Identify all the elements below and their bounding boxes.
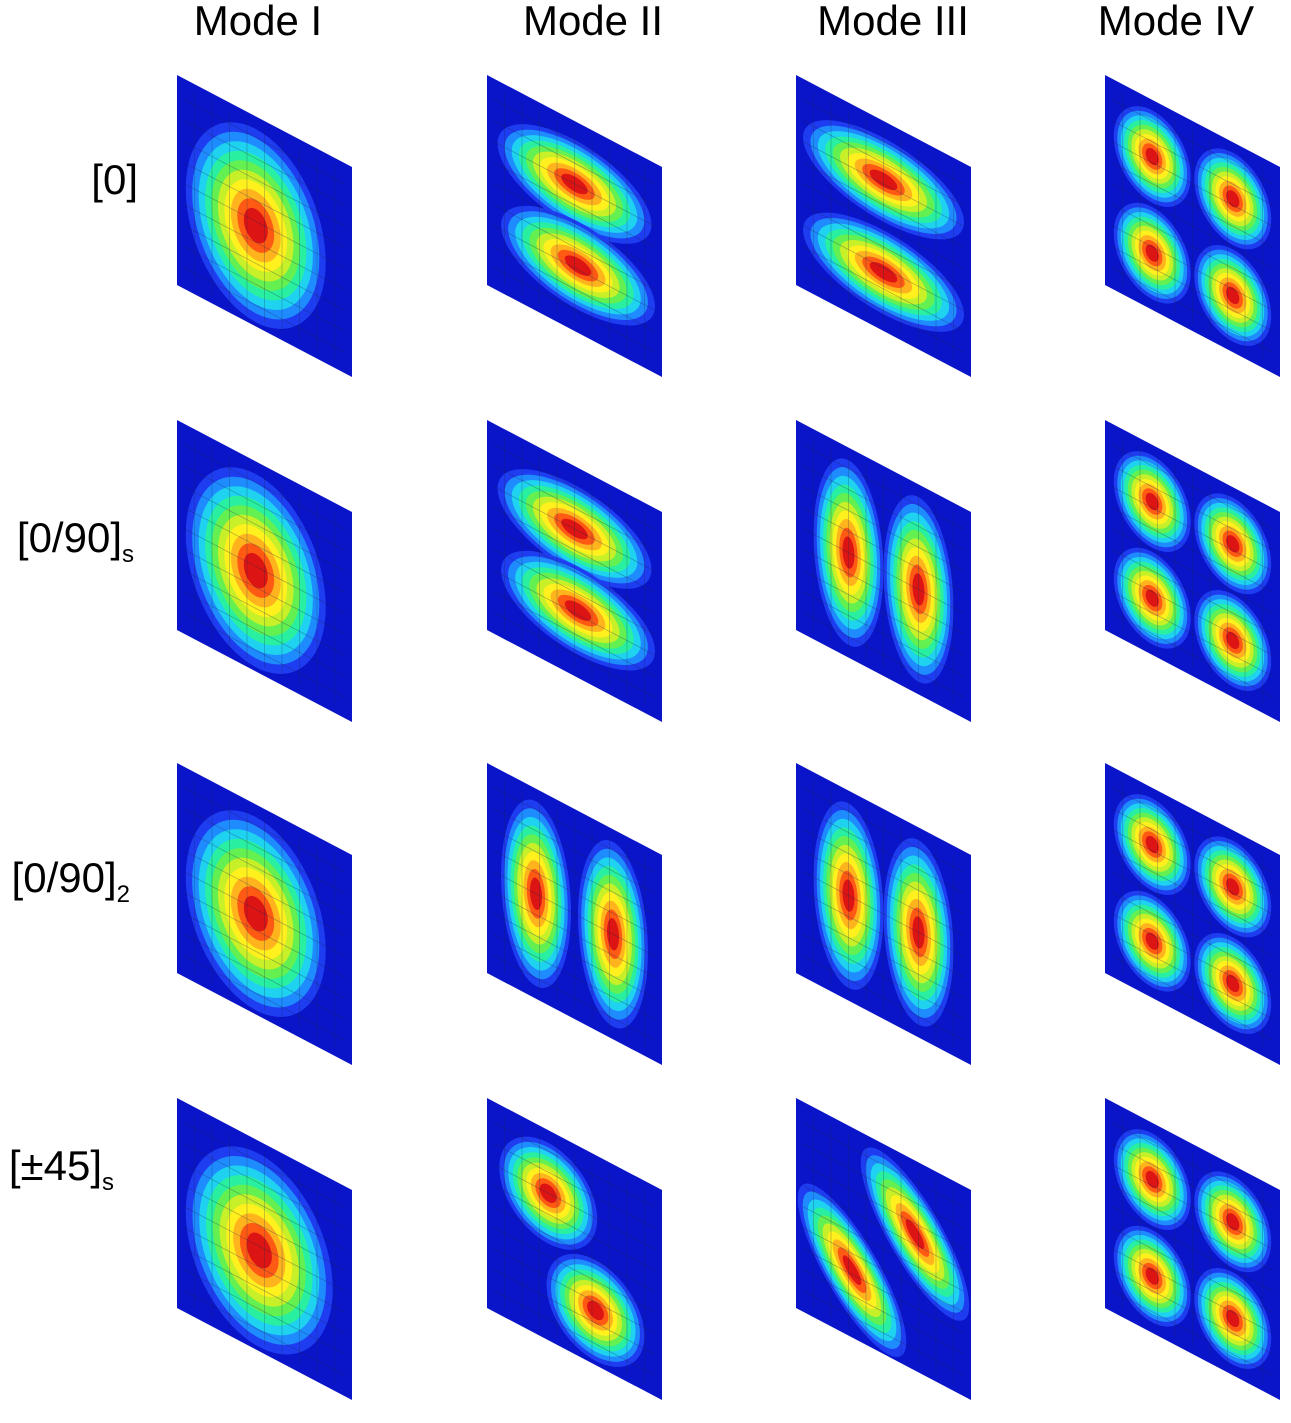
row-label-main: [0] — [91, 156, 138, 203]
mesh-lines — [802, 1115, 964, 1383]
mesh-lines — [183, 437, 345, 705]
displacement-lobe — [185, 122, 326, 329]
mode-shape-plate — [1105, 1098, 1280, 1400]
column-title-mode-2: Mode II — [522, 0, 664, 44]
mesh-lines — [183, 780, 345, 1048]
mesh-lines — [802, 437, 964, 705]
mode-shape-plate — [1105, 75, 1280, 377]
mode-shape-plate — [487, 420, 662, 722]
column-title-mode-3: Mode III — [817, 0, 969, 44]
displacement-lobe — [1113, 1225, 1191, 1327]
displacement-lobe — [1194, 590, 1272, 691]
mesh-lines — [183, 92, 345, 360]
displacement-lobe — [797, 1183, 907, 1357]
displacement-lobe — [1194, 1171, 1272, 1273]
mode-shape-plate — [1105, 420, 1280, 722]
mode-shape-plate — [487, 1098, 662, 1400]
displacement-lobe — [1113, 890, 1191, 992]
mode-shape-plate — [177, 420, 352, 722]
mode-shape-plate — [796, 1098, 971, 1400]
mode-shape-plate — [177, 1098, 352, 1400]
displacement-lobe — [813, 801, 884, 990]
row-label-layup-4: [±45]s — [0, 1142, 114, 1207]
displacement-lobe — [500, 799, 572, 988]
row-label-subscript: 2 — [116, 881, 130, 908]
displacement-lobe — [185, 810, 326, 1017]
displacement-lobe — [185, 467, 326, 674]
displacement-lobe — [813, 458, 884, 647]
column-title-mode-1: Mode I — [193, 0, 323, 44]
displacement-lobe — [1194, 1268, 1272, 1369]
mesh-lines — [1111, 780, 1273, 1048]
mesh-lines — [1111, 437, 1273, 705]
mesh-lines — [493, 780, 655, 1048]
mesh-lines — [802, 92, 964, 360]
displacement-lobe — [1113, 106, 1191, 207]
mesh-lines — [1111, 1115, 1273, 1383]
mode-shape-plate — [177, 763, 352, 1065]
displacement-lobe — [1113, 202, 1191, 304]
displacement-lobe — [546, 1253, 645, 1368]
mode-shape-plate — [796, 75, 971, 377]
displacement-lobe — [1194, 493, 1272, 595]
displacement-lobe — [1194, 933, 1272, 1034]
displacement-lobe — [1194, 836, 1272, 938]
mode-shape-plate — [1105, 763, 1280, 1065]
column-title-mode-4: Mode IV — [1097, 0, 1255, 44]
mesh-lines — [493, 1115, 655, 1383]
mesh-lines — [183, 1115, 345, 1383]
mesh-lines — [802, 780, 964, 1048]
row-label-subscript: s — [122, 541, 134, 568]
displacement-lobe — [500, 205, 655, 326]
displacement-lobe — [499, 1136, 598, 1250]
displacement-lobe — [497, 124, 652, 244]
displacement-lobe — [185, 1146, 333, 1355]
displacement-lobe — [883, 838, 954, 1027]
mesh-lines — [493, 92, 655, 360]
row-label-subscript: s — [102, 1169, 114, 1196]
row-label-layup-3: [0/90]2 — [0, 854, 130, 919]
displacement-lobe — [1113, 547, 1191, 649]
mode-shape-plate — [796, 763, 971, 1065]
mode-shape-plate — [487, 763, 662, 1065]
row-label-main: [0/90] — [11, 854, 117, 901]
row-label-layup-2: [0/90]s — [0, 514, 134, 579]
mesh-lines — [493, 437, 655, 705]
displacement-lobe — [578, 840, 649, 1029]
row-label-layup-1: [0] — [0, 156, 138, 221]
displacement-lobe — [1113, 794, 1191, 895]
row-label-main: [±45] — [8, 1142, 102, 1189]
plate-base — [796, 1098, 971, 1400]
displacement-lobe — [860, 1147, 970, 1321]
displacement-lobe — [1113, 451, 1191, 552]
displacement-lobe — [497, 469, 652, 589]
row-label-main: [0/90] — [16, 514, 122, 561]
displacement-lobe — [802, 212, 965, 332]
displacement-lobe — [1194, 245, 1272, 346]
displacement-lobe — [500, 550, 655, 671]
mesh-lines — [1111, 92, 1273, 360]
displacement-lobe — [802, 120, 965, 240]
displacement-lobe — [883, 495, 954, 684]
mode-shape-plate — [487, 75, 662, 377]
mode-shape-plate — [796, 420, 971, 722]
displacement-lobe — [1113, 1129, 1191, 1230]
mode-shape-plate — [177, 75, 352, 377]
displacement-lobe — [1194, 148, 1272, 250]
